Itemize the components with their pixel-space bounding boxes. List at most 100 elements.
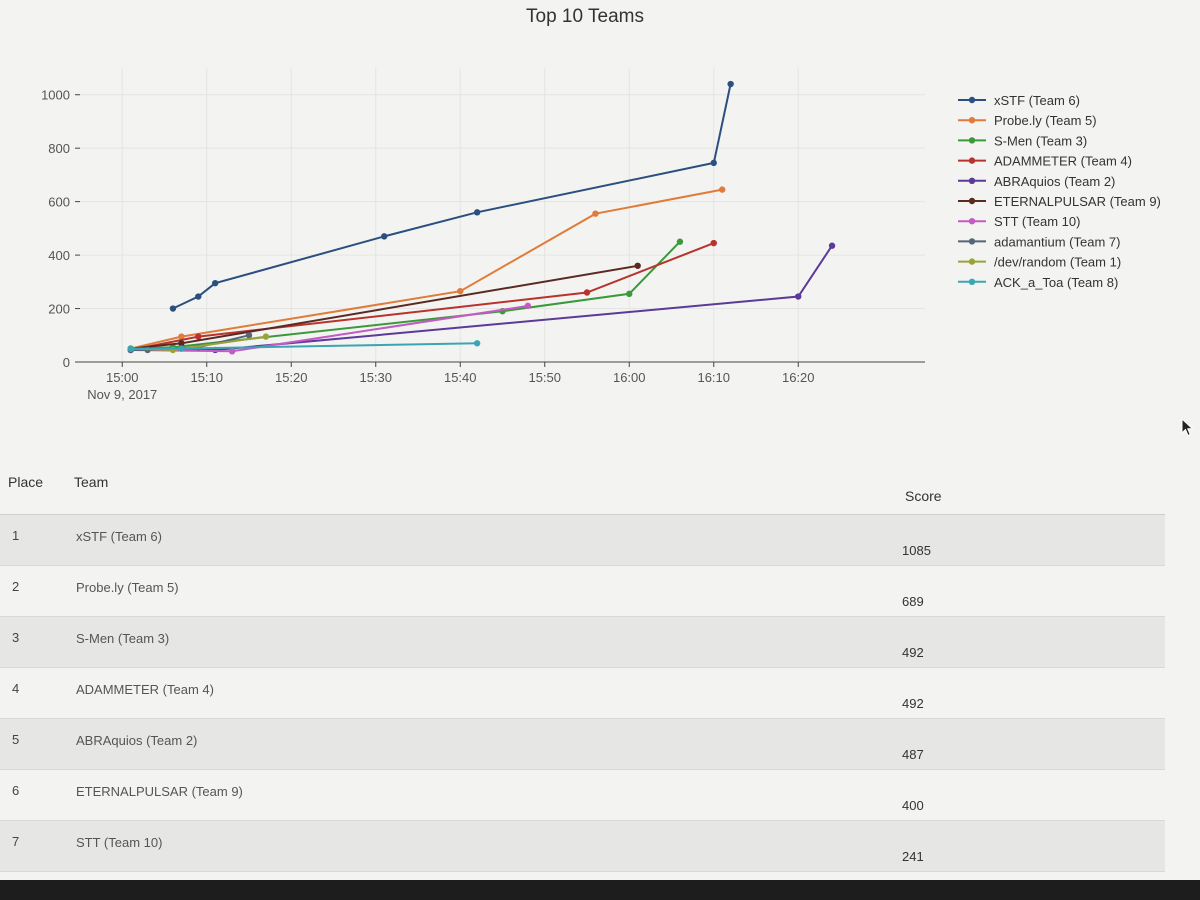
- header-place: Place: [8, 474, 44, 490]
- team-cell[interactable]: xSTF (Team 6): [76, 529, 162, 544]
- y-tick-label: 600: [48, 195, 70, 210]
- legend-swatch-marker: [968, 177, 976, 184]
- data-point: [473, 340, 481, 347]
- team-cell[interactable]: Probe.ly (Team 5): [76, 580, 179, 595]
- chart-title: Top 10 Teams: [526, 6, 644, 27]
- legend-swatch-marker: [968, 157, 976, 164]
- legend-item-label: Probe.ly (Team 5): [994, 113, 1097, 128]
- data-point: [195, 333, 202, 340]
- x-tick-label: 16:10: [697, 370, 730, 385]
- y-tick-label: 400: [48, 248, 70, 263]
- table-row[interactable]: 3 S-Men (Team 3) 492: [0, 617, 1165, 668]
- data-point: [381, 233, 388, 240]
- x-tick-label: 15:10: [190, 370, 223, 385]
- x-tick-label: 16:20: [782, 370, 815, 385]
- table-row[interactable]: 5 ABRAquios (Team 2) 487: [0, 719, 1165, 770]
- legend-swatch-marker: [968, 258, 976, 265]
- legend-item-label: S-Men (Team 3): [994, 133, 1087, 148]
- legend-item-label: ACK_a_Toa (Team 8): [994, 275, 1118, 290]
- x-tick-label: 15:50: [528, 370, 561, 385]
- x-tick-label: 15:40: [444, 370, 477, 385]
- data-point: [178, 340, 185, 347]
- data-point: [583, 289, 591, 296]
- x-tick-label: 15:20: [275, 370, 308, 385]
- data-point: [169, 305, 177, 312]
- place-cell: 5: [12, 732, 20, 747]
- data-point: [473, 209, 481, 216]
- data-point: [719, 186, 726, 193]
- data-point: [245, 332, 253, 339]
- legend-swatch-marker: [968, 218, 976, 225]
- data-point: [592, 210, 599, 217]
- data-point: [178, 333, 185, 340]
- x-date-label: Nov 9, 2017: [87, 387, 157, 402]
- score-cell: 487: [902, 747, 924, 762]
- legend-item-label: /dev/random (Team 1): [994, 255, 1121, 270]
- table-row[interactable]: 7 STT (Team 10) 241: [0, 821, 1165, 872]
- score-cell: 492: [902, 696, 924, 711]
- x-tick-label: 16:00: [613, 370, 646, 385]
- data-point: [710, 159, 717, 167]
- place-cell: 7: [12, 834, 20, 849]
- data-point: [457, 287, 464, 295]
- header-team: Team: [74, 474, 109, 490]
- team-cell[interactable]: ETERNALPULSAR (Team 9): [76, 784, 243, 799]
- table-row[interactable]: 2 Probe.ly (Team 5) 689: [0, 566, 1165, 617]
- place-cell: 1: [12, 528, 20, 543]
- data-point: [795, 293, 802, 300]
- legend-swatch-marker: [968, 96, 976, 104]
- table-row[interactable]: 1 xSTF (Team 6) 1085: [0, 515, 1165, 566]
- scoreboard-header: Place Team Score: [0, 462, 1165, 515]
- data-point: [626, 290, 633, 298]
- x-tick-label: 15:30: [359, 370, 392, 385]
- legend-item-label: adamantium (Team 7): [994, 234, 1120, 249]
- team-cell[interactable]: STT (Team 10): [76, 835, 163, 850]
- data-point: [676, 238, 684, 245]
- legend-swatch-marker: [968, 137, 976, 144]
- legend-item-label: xSTF (Team 6): [994, 93, 1080, 108]
- team-cell[interactable]: S-Men (Team 3): [76, 631, 170, 646]
- y-tick-label: 0: [63, 355, 70, 370]
- place-cell: 2: [12, 579, 20, 594]
- legend-swatch-marker: [968, 278, 976, 285]
- legend-item-label: ADAMMETER (Team 4): [994, 154, 1132, 169]
- legend-swatch-marker: [968, 117, 976, 124]
- series-line: [130, 188, 723, 350]
- legend-item-label: STT (Team 10): [994, 214, 1080, 229]
- data-point: [178, 345, 185, 352]
- y-tick-label: 1000: [41, 88, 70, 103]
- place-cell: 3: [12, 630, 20, 645]
- y-tick-label: 200: [48, 302, 70, 317]
- place-cell: 4: [12, 681, 20, 696]
- score-cell: 492: [902, 645, 924, 660]
- y-tick-label: 800: [48, 141, 70, 156]
- data-point: [710, 239, 717, 247]
- scoreboard-rows: 1 xSTF (Team 6) 1085 2 Probe.ly (Team 5) 689 3…: [0, 515, 1165, 872]
- score-cell: 241: [902, 849, 924, 864]
- header-score: Score: [905, 488, 942, 504]
- legend-item-label: ABRAquios (Team 2): [994, 174, 1115, 189]
- mouse-pointer-icon: [1181, 417, 1195, 443]
- legend-item-label: ETERNALPULSAR (Team 9): [994, 194, 1161, 209]
- data-point: [195, 293, 202, 300]
- score-cell: 689: [902, 594, 924, 609]
- team-cell[interactable]: ADAMMETER (Team 4): [76, 682, 214, 697]
- team-cell[interactable]: ABRAquios (Team 2): [76, 733, 198, 748]
- legend-swatch-marker: [968, 197, 976, 205]
- table-row[interactable]: 4 ADAMMETER (Team 4) 492: [0, 668, 1165, 719]
- screen-bezel: [0, 880, 1200, 900]
- data-point: [727, 80, 734, 88]
- data-point: [212, 279, 219, 287]
- score-cell: 400: [902, 798, 924, 813]
- data-point: [524, 302, 532, 310]
- x-tick-label: 15:00: [106, 370, 139, 385]
- table-row[interactable]: 6 ETERNALPULSAR (Team 9) 400: [0, 770, 1165, 821]
- series-line: [130, 242, 715, 351]
- data-point: [262, 333, 270, 340]
- legend-swatch-marker: [968, 238, 976, 245]
- data-point: [828, 242, 836, 249]
- data-point: [127, 345, 134, 352]
- data-point: [634, 262, 641, 269]
- place-cell: 6: [12, 783, 20, 798]
